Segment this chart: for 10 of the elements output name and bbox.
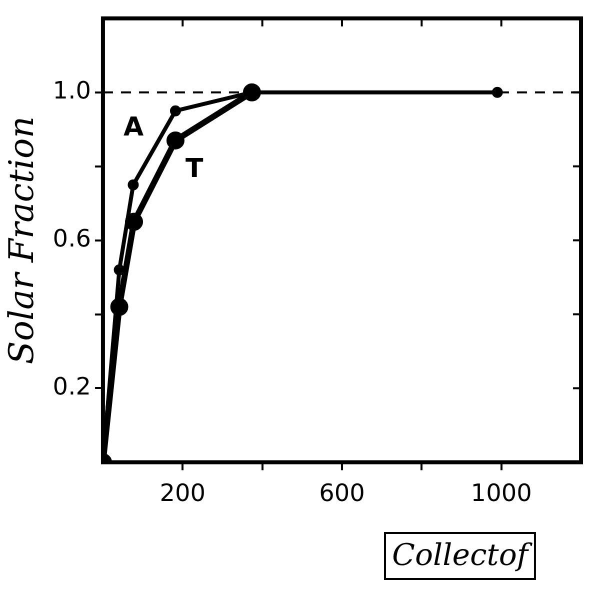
x-axis-title: Collectof — [392, 538, 533, 573]
series-label: T — [185, 154, 204, 184]
y-axis-title: Solar Fraction — [2, 116, 42, 364]
x-tick-label: 1000 — [470, 478, 532, 507]
x-tick-label: 200 — [160, 478, 206, 507]
y-tick-label: 1.0 — [52, 76, 91, 105]
series-label: A — [123, 112, 144, 143]
x-tick-label: 600 — [319, 478, 365, 507]
y-tick-label: 0.2 — [52, 372, 91, 400]
y-tick-label: 0.6 — [52, 224, 91, 253]
